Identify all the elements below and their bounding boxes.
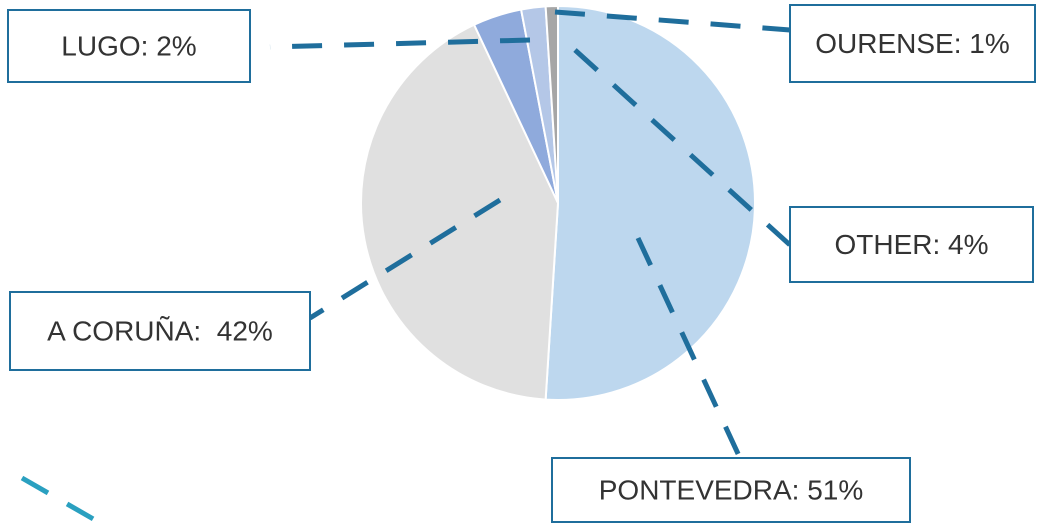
data-label: LUGO: 2%: [61, 30, 196, 61]
data-label: A CORUÑA: 42%: [47, 315, 273, 346]
data-label: PONTEVEDRA: 51%: [599, 474, 864, 505]
pie-slice: [360, 23, 560, 401]
label-box: [789, 206, 1034, 283]
data-label: OURENSE: 1%: [815, 28, 1010, 59]
label-box: [789, 4, 1036, 83]
pie-slice: [544, 4, 756, 401]
decoration: [20, 475, 97, 523]
leader-line: [269, 37, 531, 50]
label-box: [7, 9, 251, 83]
label-box: [9, 291, 311, 371]
pie-slice: [544, 4, 559, 204]
pie: [360, 4, 756, 401]
label-box: [551, 457, 911, 523]
leader-line: [635, 236, 743, 460]
leader-line: [554, 9, 791, 33]
labels: PONTEVEDRA: 51% A CORUÑA: 42% OTHER: 4% LUG…: [7, 4, 1036, 523]
leader-line: [308, 197, 502, 321]
data-label: OTHER: 4%: [834, 229, 988, 260]
